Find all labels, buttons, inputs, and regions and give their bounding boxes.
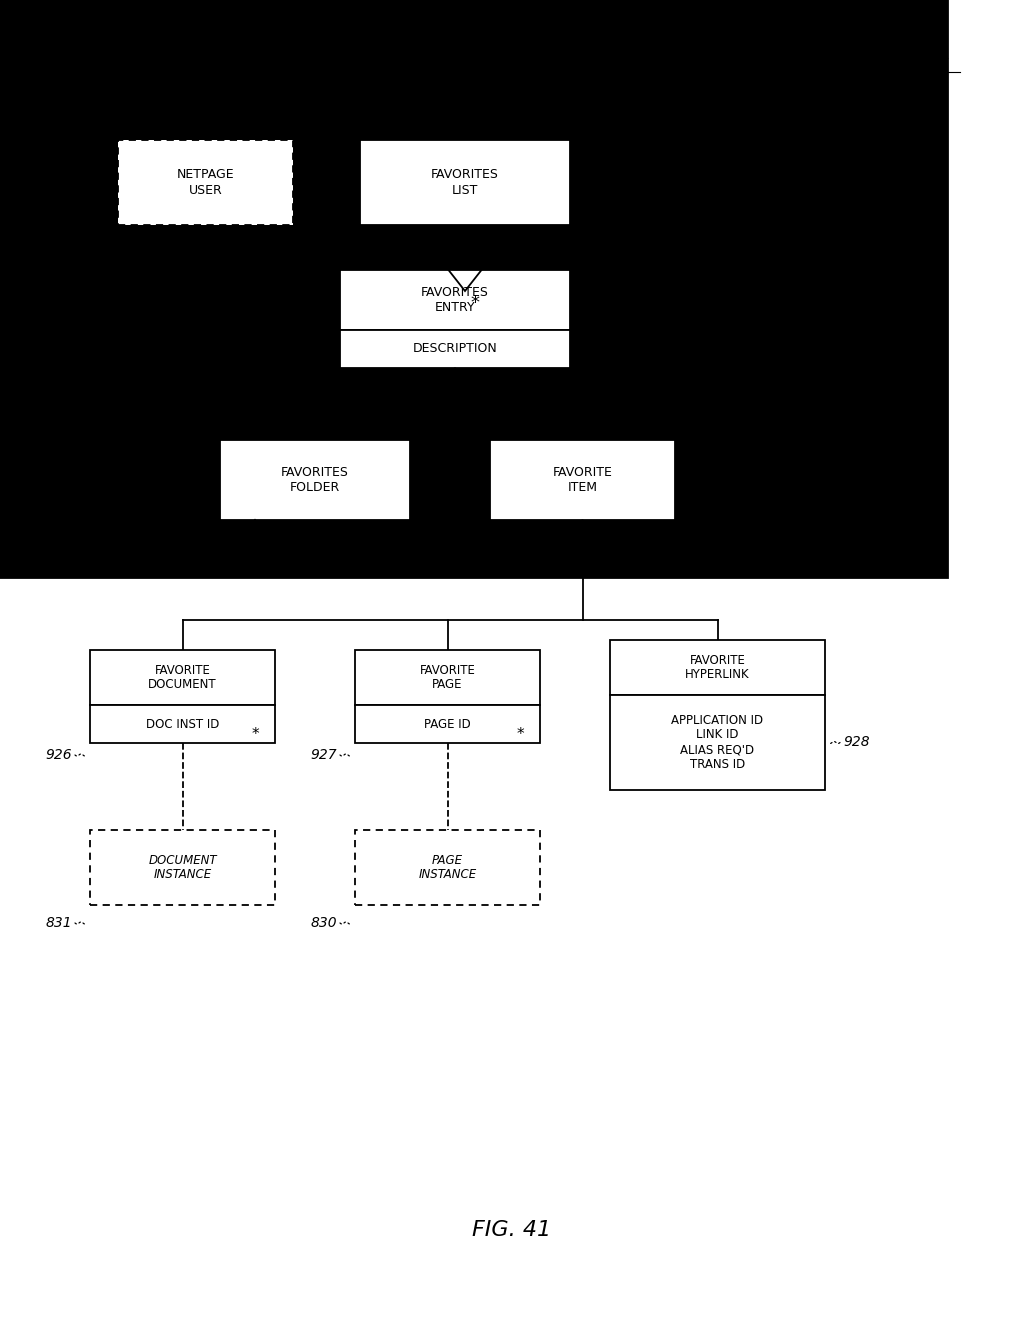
Text: 924: 924 — [152, 473, 178, 487]
Text: 925: 925 — [693, 473, 720, 487]
Bar — [340, 271, 570, 330]
Text: 922: 922 — [595, 176, 622, 190]
Text: 830: 830 — [310, 916, 337, 931]
Text: FIG. 41: FIG. 41 — [472, 1220, 552, 1239]
Text: FAVORITES
FOLDER: FAVORITES FOLDER — [281, 466, 349, 494]
Text: APPLICATION ID
LINK ID
ALIAS REQ'D
TRANS ID: APPLICATION ID LINK ID ALIAS REQ'D TRANS… — [672, 714, 764, 771]
Text: US 2008/0239390 A1: US 2008/0239390 A1 — [803, 49, 950, 62]
Text: DOC INST ID: DOC INST ID — [145, 718, 219, 730]
Text: DESCRIPTION: DESCRIPTION — [413, 342, 498, 355]
Text: *: * — [251, 727, 259, 742]
Text: FAVORITE
ITEM: FAVORITE ITEM — [553, 466, 612, 494]
Text: *: * — [470, 294, 479, 312]
Text: *: * — [516, 727, 524, 742]
Bar — [355, 649, 540, 705]
Text: Patent Application Publication: Patent Application Publication — [75, 49, 291, 62]
Bar — [90, 705, 275, 743]
Text: 928: 928 — [843, 735, 869, 750]
Text: NETPAGE
USER: NETPAGE USER — [177, 169, 234, 197]
Text: 927: 927 — [310, 748, 337, 762]
Bar — [610, 640, 825, 696]
Text: DOCUMENT
INSTANCE: DOCUMENT INSTANCE — [148, 854, 217, 882]
Text: PAGE
INSTANCE: PAGE INSTANCE — [419, 854, 476, 882]
Bar — [610, 696, 825, 789]
Bar — [340, 330, 570, 368]
Text: FAVORITE
HYPERLINK: FAVORITE HYPERLINK — [685, 653, 750, 681]
Text: FAVORITE
DOCUMENT: FAVORITE DOCUMENT — [148, 664, 217, 692]
Bar — [355, 705, 540, 743]
Bar — [90, 649, 275, 705]
Text: 926: 926 — [45, 748, 72, 762]
Bar — [118, 140, 293, 224]
Text: 800: 800 — [136, 240, 160, 253]
Text: *: * — [176, 279, 185, 297]
Text: FAVORITES
LIST: FAVORITES LIST — [431, 169, 499, 197]
Text: 0,1: 0,1 — [418, 256, 438, 269]
Text: FAVORITES
ENTRY: FAVORITES ENTRY — [421, 286, 488, 314]
Text: *: * — [225, 531, 234, 549]
Text: Oct. 2, 2008   Sheet 35 of 51: Oct. 2, 2008 Sheet 35 of 51 — [330, 49, 530, 62]
Text: FAVORITE
PAGE: FAVORITE PAGE — [420, 664, 475, 692]
Bar — [90, 830, 275, 906]
Bar — [360, 140, 570, 224]
Text: PAGE ID: PAGE ID — [424, 718, 471, 730]
Bar — [220, 440, 410, 520]
Bar — [355, 830, 540, 906]
Text: 831: 831 — [45, 916, 72, 931]
Text: 923: 923 — [595, 293, 622, 308]
Bar — [490, 440, 675, 520]
